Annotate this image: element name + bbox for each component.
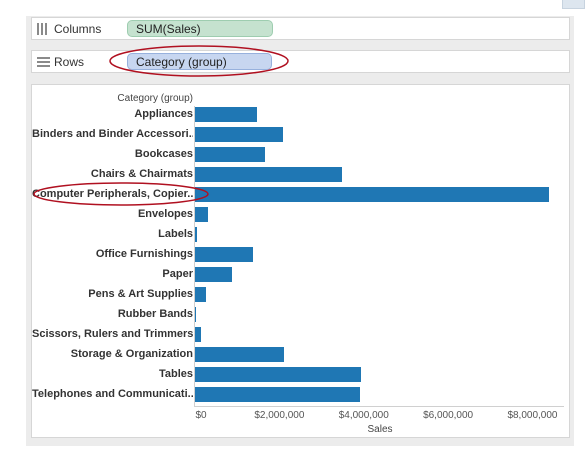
category-label[interactable]: Tables (158, 368, 193, 380)
bar-baseline (194, 106, 195, 406)
x-tick-label: $8,000,000 (507, 410, 558, 421)
x-axis-line (194, 406, 564, 407)
corner-tab[interactable] (562, 0, 585, 9)
category-label[interactable]: Paper (162, 268, 193, 280)
bar[interactable] (195, 307, 196, 322)
bar[interactable] (195, 187, 549, 202)
category-group-pill[interactable]: Category (group) (127, 53, 272, 70)
category-label[interactable]: Labels (158, 228, 193, 240)
rows-label: Rows (54, 55, 85, 69)
bar[interactable] (195, 387, 360, 402)
bar-chart: Category (group) Sales Appliances Binders… (31, 84, 570, 438)
columns-shelf[interactable]: Columns SUM(Sales) (31, 17, 570, 40)
rows-shelf[interactable]: Rows Category (group) (31, 50, 570, 73)
sum-sales-pill[interactable]: SUM(Sales) (127, 20, 273, 37)
columns-icon (37, 23, 47, 35)
columns-label: Columns (54, 22, 102, 36)
category-label[interactable]: Bookcases (134, 148, 193, 160)
category-axis-header: Category (group) (117, 93, 193, 104)
rows-icon (37, 57, 50, 67)
category-label[interactable]: Appliances (134, 108, 193, 120)
category-label[interactable]: Office Furnishings (95, 248, 193, 260)
bar[interactable] (195, 227, 197, 242)
x-tick-label: $0 (195, 410, 207, 421)
bar[interactable] (195, 127, 283, 142)
category-label[interactable]: Envelopes (137, 208, 193, 220)
category-label[interactable]: Telephones and Communicati.. (32, 388, 193, 400)
bar[interactable] (195, 147, 266, 162)
category-label[interactable]: Computer Peripherals, Copier.. (32, 188, 193, 200)
bar[interactable] (195, 247, 254, 262)
x-tick-label: $2,000,000 (254, 410, 305, 421)
bar[interactable] (195, 107, 258, 122)
x-tick-label: $6,000,000 (423, 410, 474, 421)
category-label[interactable]: Pens & Art Supplies (88, 288, 193, 300)
category-label[interactable]: Scissors, Rulers and Trimmers (32, 328, 193, 340)
category-label[interactable]: Chairs & Chairmats (90, 168, 193, 180)
bar[interactable] (195, 367, 361, 382)
x-axis-title: Sales (367, 424, 393, 435)
x-tick-label: $4,000,000 (338, 410, 389, 421)
category-label[interactable]: Binders and Binder Accessori.. (32, 128, 193, 140)
category-label[interactable]: Storage & Organization (70, 348, 193, 360)
bar[interactable] (195, 347, 284, 362)
bar[interactable] (195, 207, 208, 222)
bar[interactable] (195, 287, 207, 302)
bar[interactable] (195, 327, 202, 342)
category-label[interactable]: Rubber Bands (117, 308, 193, 320)
bar[interactable] (195, 267, 233, 282)
bar[interactable] (195, 167, 343, 182)
